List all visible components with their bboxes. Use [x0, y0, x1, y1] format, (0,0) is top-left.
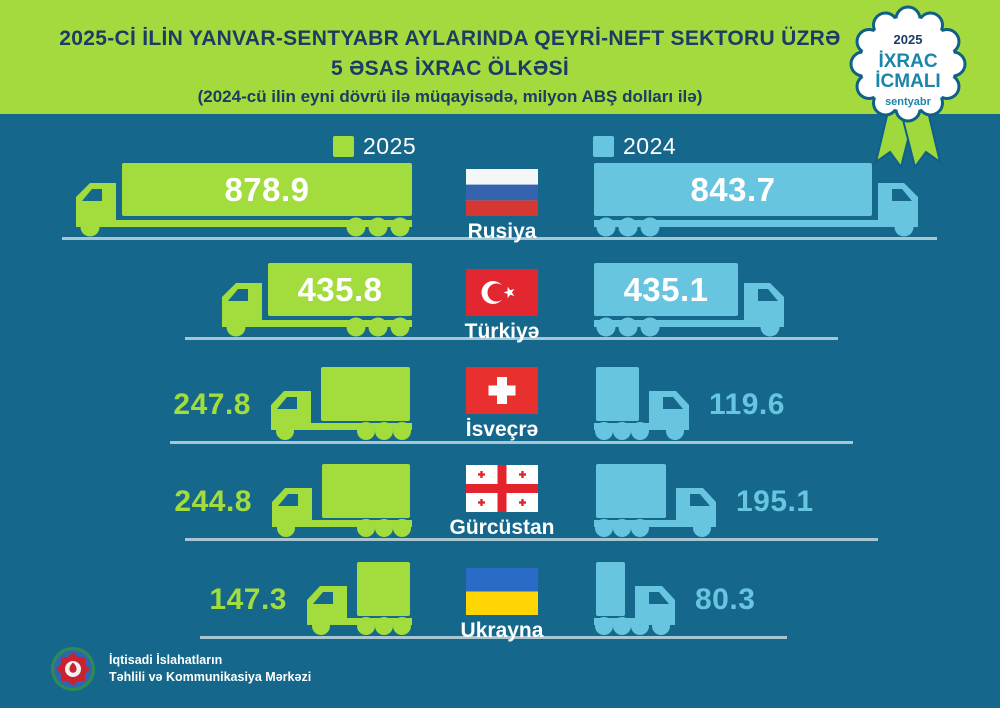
legend-item-2025: 2025	[333, 133, 416, 160]
country-label: Türkiyə	[464, 320, 540, 343]
legend-swatch-2024	[593, 136, 614, 157]
truck-2025-icon	[268, 464, 414, 538]
value-2024: 80.3	[695, 583, 756, 616]
country-label: İsveçrə	[465, 418, 539, 441]
truck-2024-icon	[592, 263, 788, 337]
ground-line	[170, 441, 853, 444]
title-block: 2025-Cİ İLİN YANVAR-SENTYABR AYLARINDA Q…	[0, 0, 900, 110]
flag-russia-icon	[466, 169, 538, 216]
flag-ukraine-icon	[466, 568, 538, 615]
legend-label-2025: 2025	[363, 133, 417, 159]
badge-line2: İCMALI	[875, 71, 940, 92]
title-subtitle: (2024-cü ilin eyni dövrü ilə müqayisədə,…	[197, 87, 703, 106]
badge-year: 2025	[894, 32, 923, 47]
country-label: Gürcüstan	[449, 516, 555, 539]
value-2024: 119.6	[709, 388, 785, 421]
value-2025: 435.8	[297, 270, 383, 308]
truck-2024-icon	[592, 562, 679, 636]
value-2025: 147.3	[209, 583, 287, 616]
ground-line	[62, 237, 937, 240]
legend-item-2024: 2024	[593, 133, 676, 160]
truck-2025-icon	[267, 367, 414, 441]
ground-line	[200, 636, 787, 639]
footer: İqtisadi İslahatların Təhlili və Kommuni…	[50, 646, 311, 692]
org-line-1: İqtisadi İslahatların	[109, 653, 223, 667]
flag-turkey-icon	[466, 269, 538, 316]
aerc-emblem-icon	[51, 647, 95, 691]
legend-swatch-2025	[333, 136, 354, 157]
title-line-1: 2025-Cİ İLİN YANVAR-SENTYABR AYLARINDA Q…	[59, 27, 841, 50]
value-2025: 247.8	[173, 388, 251, 421]
value-2024: 435.1	[623, 270, 709, 308]
value-2025: 244.8	[174, 485, 252, 518]
legend-label-2024: 2024	[623, 133, 677, 159]
country-label: Ukrayna	[460, 619, 544, 642]
truck-2024-icon	[592, 464, 720, 538]
country-label: Rusiya	[467, 220, 537, 243]
ground-line	[185, 538, 878, 541]
org-name: İqtisadi İslahatların Təhlili və Kommuni…	[109, 652, 311, 686]
title-line-2: 5 ƏSAS İXRAC ÖLKƏSİ	[330, 57, 570, 80]
badge-month: sentyabr	[885, 96, 932, 108]
truck-2025-icon	[72, 163, 414, 237]
badge-line1: İXRAC	[878, 51, 937, 72]
value-2024: 195.1	[736, 485, 814, 518]
truck-2025-icon	[303, 562, 414, 636]
header-band: 2025-Cİ İLİN YANVAR-SENTYABR AYLARINDA Q…	[0, 0, 1000, 114]
flag-switzerland-icon	[466, 367, 538, 414]
truck-2024-icon	[592, 163, 922, 237]
rosette-face	[861, 17, 955, 111]
value-2024: 843.7	[690, 170, 776, 208]
org-line-2: Təhlili və Kommunikasiya Mərkəzi	[109, 670, 312, 684]
value-2025: 878.9	[224, 170, 310, 208]
ground-line	[185, 337, 838, 340]
truck-2025-icon	[218, 263, 414, 337]
truck-2024-icon	[592, 367, 693, 441]
flag-georgia-icon	[466, 465, 538, 512]
award-badge: 2025 İXRAC İCMALI sentyabr	[849, 5, 967, 170]
